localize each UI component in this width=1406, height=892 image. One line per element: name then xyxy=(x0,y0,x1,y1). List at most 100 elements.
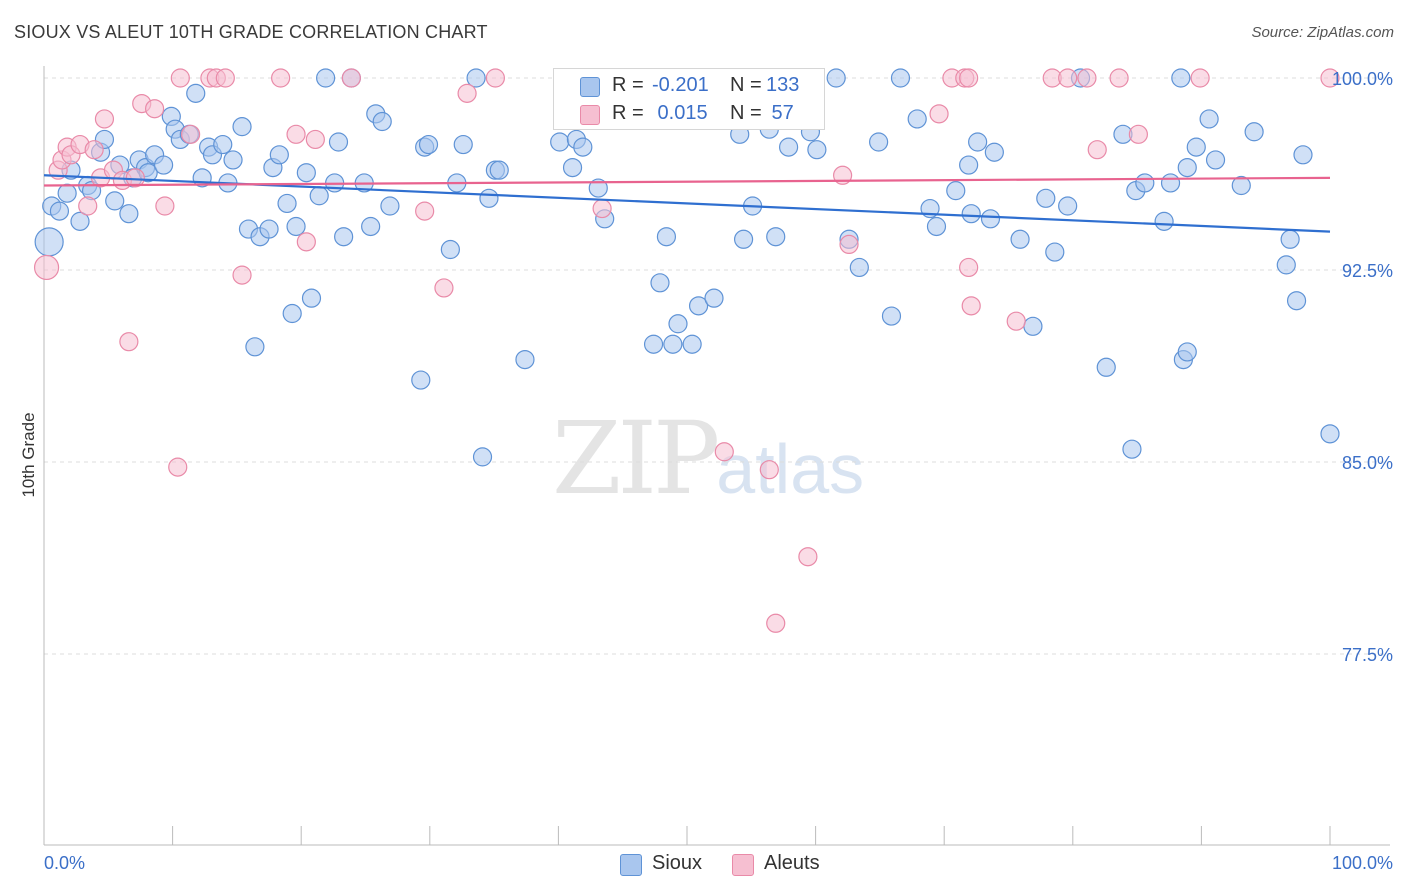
x-tick-label: 100.0% xyxy=(1332,853,1393,873)
sioux-point xyxy=(1154,211,1174,231)
aleut-point xyxy=(961,296,981,316)
sioux-point xyxy=(105,191,125,211)
sioux-point xyxy=(213,134,233,155)
sioux-point xyxy=(881,306,902,326)
sioux-point xyxy=(1135,173,1155,193)
chart-title: SIOUX VS ALEUT 10TH GRADE CORRELATION CH… xyxy=(14,22,488,42)
sioux-point xyxy=(869,132,889,152)
aleut-point xyxy=(415,201,435,221)
sioux-point xyxy=(1231,175,1251,196)
sioux-point xyxy=(562,158,583,178)
sioux-point xyxy=(489,160,509,180)
aleut-point xyxy=(798,547,818,567)
sioux-point xyxy=(1171,68,1191,88)
watermark-atlas: atlas xyxy=(716,430,865,508)
watermark-zip: ZIP xyxy=(552,400,720,517)
sioux-point xyxy=(259,219,279,239)
sioux-point xyxy=(245,337,265,357)
aleut-point xyxy=(296,232,316,252)
sioux-point xyxy=(309,186,329,206)
sioux-swatch-icon xyxy=(580,77,600,97)
sioux-point xyxy=(269,145,289,165)
sioux-point xyxy=(1276,255,1296,275)
sioux-point xyxy=(656,227,677,247)
sioux-point xyxy=(643,334,664,354)
sioux-point xyxy=(232,117,252,137)
y-tick-label: 77.5% xyxy=(1342,645,1393,665)
sioux-point xyxy=(688,296,709,316)
sioux-point xyxy=(826,68,846,88)
tick-labels: 77.5% 85.0% 92.5% 100.0% 0.0% 100.0% 10th Grad… xyxy=(19,69,1393,873)
sioux-point xyxy=(119,204,139,224)
aleut-legend-icon xyxy=(732,854,754,876)
legend-row-aleuts: R = 0.015 N = 57 xyxy=(554,100,824,128)
sioux-point xyxy=(57,183,77,203)
sioux-point xyxy=(807,140,827,160)
aleut-point xyxy=(341,68,361,88)
sioux-point xyxy=(453,134,473,155)
sioux-point xyxy=(334,227,354,247)
sioux-point xyxy=(961,204,981,224)
aleut-point xyxy=(155,196,175,216)
sioux-point xyxy=(1045,242,1065,262)
aleut-point xyxy=(232,265,252,285)
sioux-point xyxy=(1122,439,1142,459)
y-tick-label: 92.5% xyxy=(1342,261,1393,281)
aleut-point xyxy=(457,83,477,103)
aleut-point xyxy=(714,442,734,462)
sioux-point xyxy=(372,111,392,132)
sioux-point xyxy=(1010,229,1030,249)
aleut-point xyxy=(1006,311,1026,331)
aleut-point xyxy=(759,460,779,480)
sioux-point xyxy=(778,137,799,157)
sioux-point xyxy=(411,370,431,390)
sioux-point xyxy=(1293,145,1313,165)
bottom-legend-label: Aleuts xyxy=(764,852,820,874)
sioux-point xyxy=(380,196,400,216)
sioux-point xyxy=(980,209,1001,229)
legend-r-label: R = xyxy=(612,74,644,96)
sioux-point xyxy=(277,193,297,214)
sioux-point xyxy=(286,216,306,237)
aleut-point xyxy=(959,257,979,278)
sioux-point xyxy=(472,447,493,467)
sioux-point xyxy=(361,216,381,237)
watermark: ZIPatlas xyxy=(552,400,864,517)
axes xyxy=(43,66,1390,846)
legend-r-value: 0.015 xyxy=(652,102,708,124)
aleut-point xyxy=(78,196,98,216)
sioux-point xyxy=(959,155,979,175)
aleut-point xyxy=(215,68,235,88)
sioux-point xyxy=(849,257,869,278)
aleut-point xyxy=(181,124,201,144)
aleut-point xyxy=(592,198,612,219)
aleut-point xyxy=(929,104,949,124)
sioux-point xyxy=(34,227,64,257)
sioux-point xyxy=(1199,109,1219,129)
sioux-point xyxy=(440,239,460,260)
sioux-point xyxy=(1177,158,1197,178)
legend-n-label: N = xyxy=(730,102,762,124)
sioux-point xyxy=(479,188,499,208)
sioux-point xyxy=(296,163,316,183)
sioux-point xyxy=(301,288,322,308)
sioux-point xyxy=(907,109,927,129)
y-axis-title: 10th Grade xyxy=(19,412,38,497)
sioux-point xyxy=(1244,122,1264,142)
sioux-legend-icon xyxy=(620,854,642,876)
sioux-point xyxy=(926,216,947,237)
aleut-point xyxy=(144,99,165,119)
aleut-point xyxy=(1077,68,1097,88)
sioux-point xyxy=(223,150,243,170)
sioux-point xyxy=(1096,357,1116,377)
sioux-point xyxy=(890,68,911,88)
sioux-point xyxy=(663,334,683,354)
sioux-point xyxy=(466,68,486,88)
sioux-point xyxy=(573,137,593,157)
sioux-point xyxy=(1160,173,1181,193)
x-tick-label: 0.0% xyxy=(44,853,85,873)
legend-r-label: R = xyxy=(612,102,644,124)
sioux-point xyxy=(984,142,1004,162)
aleut-point xyxy=(170,68,190,88)
sioux-point xyxy=(1320,424,1340,444)
